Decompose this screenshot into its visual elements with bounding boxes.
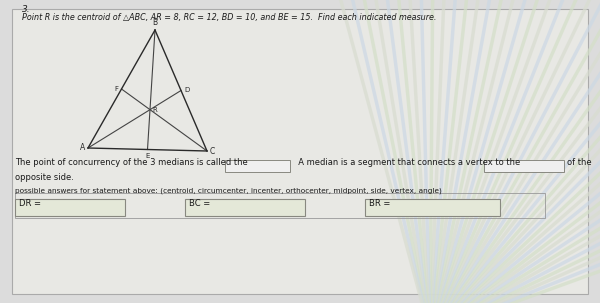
Text: C: C	[210, 146, 215, 155]
Text: A median is a segment that connects a vertex to the: A median is a segment that connects a ve…	[293, 158, 520, 167]
Text: possible answers for statement above: (centroid, circumcenter, incenter, orthoce: possible answers for statement above: (c…	[15, 187, 442, 194]
Text: D: D	[184, 88, 189, 94]
Text: Point R is the centroid of △ABC, AR = 8, RC = 12, BD = 10, and BE = 15.  Find ea: Point R is the centroid of △ABC, AR = 8,…	[22, 13, 436, 22]
Bar	[484, 160, 564, 172]
Text: F: F	[115, 86, 119, 92]
Text: A: A	[80, 144, 85, 152]
Text: The point of concurrency of the 3 medians is called the: The point of concurrency of the 3 median…	[15, 158, 248, 167]
Text: 3.: 3.	[22, 5, 31, 14]
Text: BR =: BR =	[369, 199, 391, 208]
Bar	[15, 193, 545, 218]
Bar	[15, 199, 125, 216]
Text: B: B	[152, 18, 158, 27]
Text: of the: of the	[567, 158, 592, 167]
Text: BC =: BC =	[189, 199, 210, 208]
Text: opposite side.: opposite side.	[15, 173, 74, 182]
Bar	[225, 160, 290, 172]
Text: DR =: DR =	[19, 199, 41, 208]
Text: E: E	[145, 152, 149, 158]
Text: R: R	[152, 107, 157, 113]
Bar	[185, 199, 305, 216]
Bar	[365, 199, 500, 216]
